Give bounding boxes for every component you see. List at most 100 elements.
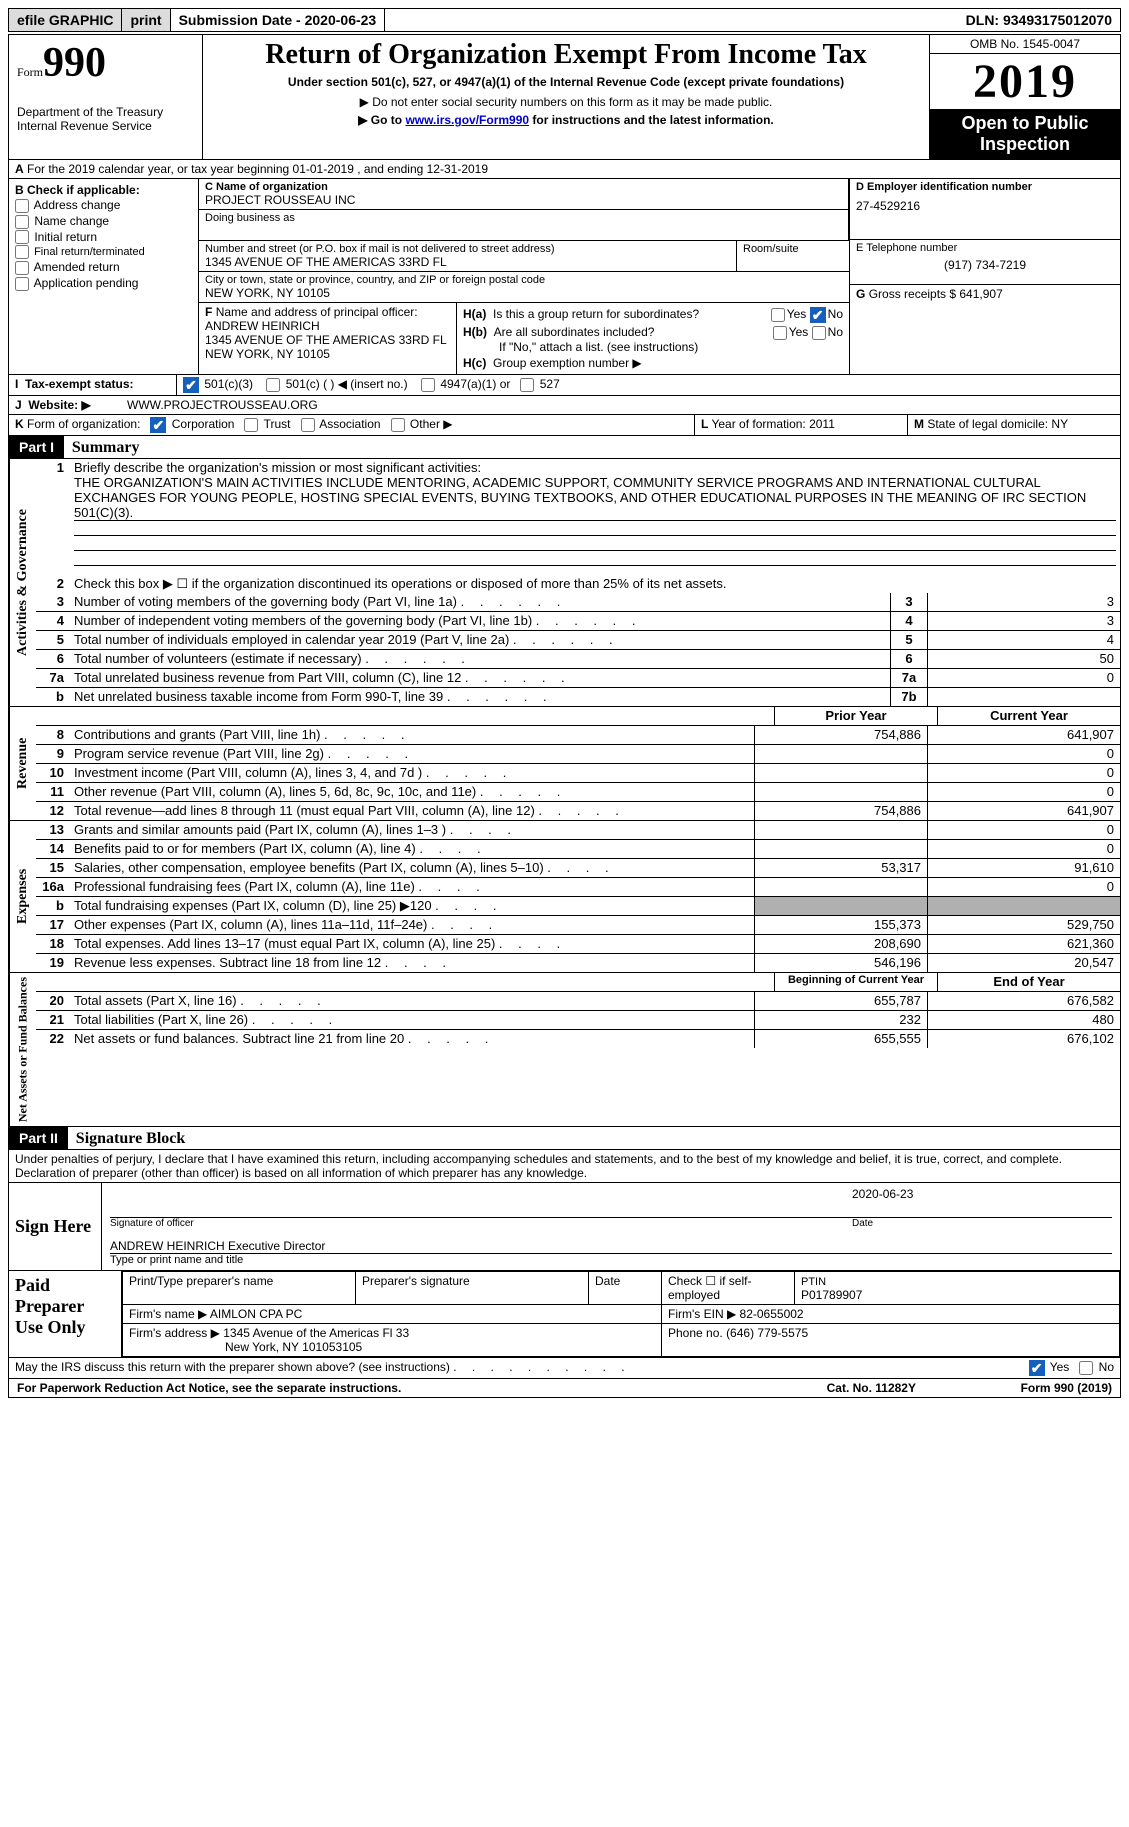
revenue-row: 9 Program service revenue (Part VIII, li… (36, 745, 1120, 764)
block-b: B Check if applicable: Address change Na… (9, 179, 199, 374)
c-name-label: C Name of organization (205, 181, 328, 193)
expense-row: 16a Professional fundraising fees (Part … (36, 878, 1120, 897)
ha-yes[interactable]: Yes (771, 307, 807, 323)
firm-name: AIMLON CPA PC (210, 1307, 302, 1321)
omb-number: OMB No. 1545-0047 (930, 35, 1120, 54)
dba-label: Doing business as (205, 212, 842, 224)
chk-501c3[interactable]: ✔ 501(c)(3) (183, 377, 253, 391)
addr-value: 1345 AVENUE OF THE AMERICAS 33RD FL (205, 255, 730, 269)
chk-trust[interactable]: Trust (244, 417, 290, 431)
chk-other[interactable]: Other ▶ (391, 417, 453, 431)
city-value: NEW YORK, NY 10105 (205, 286, 843, 300)
chk-527[interactable]: 527 (520, 377, 559, 391)
netassets-section: Net Assets or Fund Balances Beginning of… (8, 973, 1121, 1127)
revenue-label: Revenue (9, 707, 36, 820)
section-a: A For the 2019 calendar year, or tax yea… (8, 160, 1121, 179)
ha-no[interactable]: ✔No (810, 307, 843, 323)
hb-yes[interactable]: Yes (773, 325, 809, 340)
efile-label: efile GRAPHIC (9, 9, 122, 31)
chk-name-change[interactable]: Name change (15, 214, 192, 229)
g-label: G (856, 287, 865, 301)
revenue-row: 10 Investment income (Part VIII, column … (36, 764, 1120, 783)
paid-preparer-label: Paid Preparer Use Only (9, 1271, 121, 1357)
hb-note: If "No," attach a list. (see instruction… (499, 340, 843, 354)
officer-name: ANDREW HEINRICH Executive Director (110, 1239, 1112, 1254)
phone-value: (917) 734-7219 (856, 258, 1114, 272)
dln: DLN: 93493175012070 (958, 9, 1120, 31)
footer-mid: Cat. No. 11282Y (819, 1379, 924, 1397)
chk-corp[interactable]: ✔ Corporation (150, 417, 234, 431)
netasset-row: 20 Total assets (Part X, line 16) . . . … (36, 992, 1120, 1011)
hb-no[interactable]: No (812, 325, 843, 340)
begin-year-head: Beginning of Current Year (774, 973, 937, 991)
print-button[interactable]: print (122, 9, 170, 31)
netasset-row: 22 Net assets or fund balances. Subtract… (36, 1030, 1120, 1048)
d-label: D Employer identification number (856, 181, 1032, 193)
f-label: F (205, 305, 212, 319)
f-addr2: NEW YORK, NY 10105 (205, 347, 450, 361)
revenue-row: 11 Other revenue (Part VIII, column (A),… (36, 783, 1120, 802)
part1-header: Part I (9, 436, 64, 458)
room-label: Room/suite (743, 243, 843, 255)
tax-year: 2019 (930, 54, 1120, 109)
expense-row: 19 Revenue less expenses. Subtract line … (36, 954, 1120, 972)
current-year-head: Current Year (937, 707, 1120, 725)
part2-bar: Part II Signature Block (8, 1127, 1121, 1150)
row-i: I Tax-exempt status: ✔ 501(c)(3) 501(c) … (8, 375, 1121, 396)
ptin-value: P01789907 (801, 1288, 862, 1302)
part2-header: Part II (9, 1127, 68, 1149)
activities-label: Activities & Governance (9, 459, 36, 706)
discuss-text: May the IRS discuss this return with the… (15, 1360, 450, 1374)
discuss-row: May the IRS discuss this return with the… (8, 1358, 1121, 1379)
gross-receipts: Gross receipts $ 641,907 (869, 287, 1003, 301)
sign-here-label: Sign Here (9, 1183, 101, 1270)
addr-label: Number and street (or P.O. box if mail i… (205, 243, 730, 255)
firm-ein-label: Firm's EIN ▶ (668, 1307, 736, 1321)
firm-phone-label: Phone no. (668, 1326, 723, 1340)
part1-title: Summary (72, 439, 140, 456)
form-subtitle: Under section 501(c), 527, or 4947(a)(1)… (288, 75, 844, 89)
line2-desc: Check this box ▶ ☐ if the organization d… (70, 575, 1120, 593)
row-klm: K Form of organization: ✔ Corporation Tr… (8, 415, 1121, 436)
activities-row: 7a Total unrelated business revenue from… (36, 669, 1120, 688)
prep-selfemp[interactable]: Check ☐ if self-employed (662, 1271, 795, 1304)
chk-assoc[interactable]: Association (301, 417, 381, 431)
perjury-text: Under penalties of perjury, I declare th… (8, 1150, 1121, 1183)
discuss-yes[interactable]: ✔ Yes (1029, 1360, 1070, 1374)
end-year-head: End of Year (937, 973, 1120, 991)
chk-address-change[interactable]: Address change (15, 198, 192, 213)
f-addr1: 1345 AVENUE OF THE AMERICAS 33RD FL (205, 333, 450, 347)
chk-501c[interactable]: 501(c) ( ) ◀ (insert no.) (266, 377, 407, 391)
part1-bar: Part I Summary (8, 436, 1121, 459)
discuss-no[interactable]: No (1079, 1360, 1114, 1374)
ha-label: H(a) (463, 307, 486, 323)
website-value: WWW.PROJECTROUSSEAU.ORG (121, 396, 324, 414)
firm-name-label: Firm's name ▶ (129, 1307, 207, 1321)
firm-addr2: New York, NY 101053105 (225, 1340, 362, 1354)
footer: For Paperwork Reduction Act Notice, see … (8, 1379, 1121, 1398)
irs-link[interactable]: www.irs.gov/Form990 (405, 113, 529, 127)
hb-label: H(b) (463, 325, 487, 340)
note-goto-pre: ▶ Go to (358, 113, 405, 127)
note-ssn: ▶ Do not enter social security numbers o… (211, 95, 921, 109)
prior-year-head: Prior Year (774, 707, 937, 725)
dept-treasury: Department of the Treasury Internal Reve… (17, 105, 194, 133)
chk-final-return[interactable]: Final return/terminated (15, 245, 192, 259)
e-label: E Telephone number (856, 242, 1114, 254)
activities-row: 5 Total number of individuals employed i… (36, 631, 1120, 650)
chk-initial-return[interactable]: Initial return (15, 230, 192, 245)
part2-title: Signature Block (76, 1130, 186, 1147)
footer-form: 990 (1054, 1381, 1074, 1395)
activities-row: 3 Number of voting members of the govern… (36, 593, 1120, 612)
activities-row: b Net unrelated business taxable income … (36, 688, 1120, 706)
chk-4947[interactable]: 4947(a)(1) or (421, 377, 510, 391)
prep-sig-label: Preparer's signature (356, 1271, 589, 1304)
chk-amended[interactable]: Amended return (15, 260, 192, 275)
form-title: Return of Organization Exempt From Incom… (211, 39, 921, 71)
expense-row: b Total fundraising expenses (Part IX, c… (36, 897, 1120, 916)
org-name: PROJECT ROUSSEAU INC (205, 193, 842, 207)
ptin-label: PTIN (801, 1276, 826, 1288)
submission-date: Submission Date - 2020-06-23 (171, 9, 386, 31)
open-to-public: Open to Public Inspection (930, 109, 1120, 159)
chk-application-pending[interactable]: Application pending (15, 276, 192, 291)
